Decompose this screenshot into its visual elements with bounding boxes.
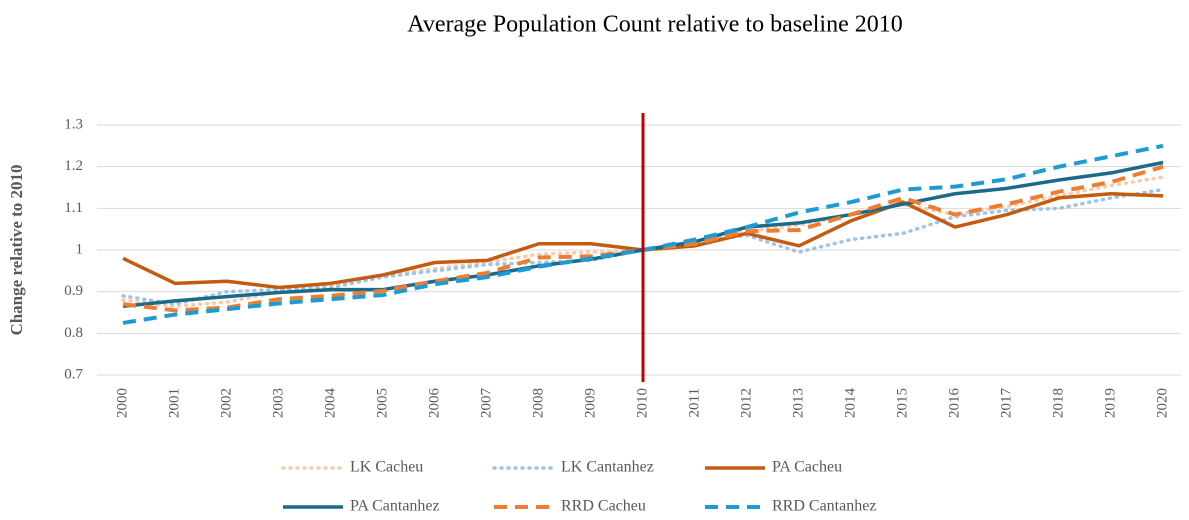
x-tick-label: 2011: [686, 388, 702, 417]
y-tick-label: 0.9: [64, 283, 83, 299]
y-axis-title: Change relative to 2010: [7, 164, 26, 335]
y-tick-label: 1: [76, 241, 84, 257]
x-tick-label: 2005: [374, 388, 390, 418]
x-tick-label: 2017: [998, 388, 1014, 419]
x-tick-label: 2002: [218, 388, 234, 418]
x-tick-label: 2019: [1102, 388, 1118, 418]
y-tick-label: 0.7: [64, 366, 83, 382]
legend-label: RRD Cantanhez: [772, 498, 876, 515]
legend: LK Cacheu LK Cantanhez PA Cacheu PA Cantanh…: [281, 459, 876, 515]
x-tick-label: 2014: [842, 388, 858, 419]
x-tick-label: 2006: [426, 388, 442, 419]
x-tick-label: 2016: [946, 388, 962, 419]
x-tick-label: 2001: [166, 388, 182, 418]
x-tick-label: 2000: [114, 388, 130, 418]
legend-label: LK Cacheu: [350, 459, 423, 476]
x-tick-label: 2015: [894, 388, 910, 418]
y-tick-label: 1.3: [64, 116, 83, 132]
y-tick-label: 1.1: [64, 200, 83, 216]
x-tick-label: 2003: [270, 388, 286, 418]
x-tick-label: 2013: [790, 388, 806, 418]
chart-title: Average Population Count relative to bas…: [407, 12, 902, 38]
x-tick-label: 2009: [582, 388, 598, 418]
legend-label: PA Cantanhez: [350, 498, 440, 515]
x-tick-label: 2008: [530, 388, 546, 418]
x-tick-label: 2007: [478, 388, 494, 419]
y-tick-label: 0.8: [64, 325, 83, 341]
y-tick-label: 1.2: [64, 158, 83, 174]
x-tick-label: 2010: [634, 388, 650, 418]
x-tick-label: 2012: [738, 388, 754, 418]
legend-label: RRD Cacheu: [561, 498, 646, 515]
x-tick-label: 2018: [1050, 388, 1066, 418]
legend-label: LK Cantanhez: [561, 459, 654, 476]
legend-label: PA Cacheu: [772, 459, 842, 476]
x-tick-label: 2020: [1154, 388, 1170, 418]
x-tick-label: 2004: [322, 388, 338, 419]
